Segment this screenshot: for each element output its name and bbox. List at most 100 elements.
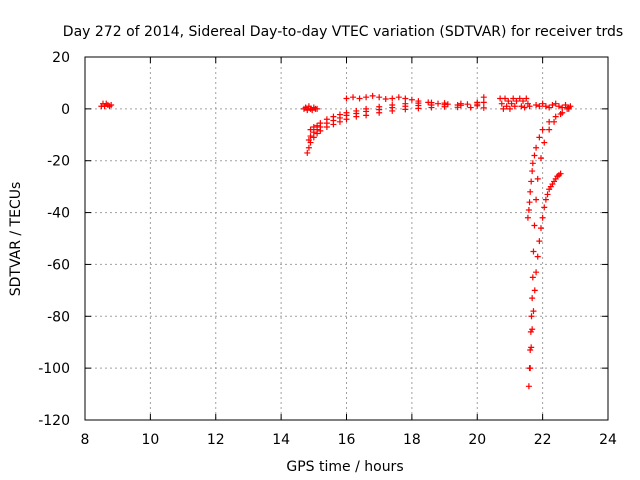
data-point xyxy=(520,98,527,105)
data-point xyxy=(350,94,357,101)
data-point xyxy=(521,104,528,111)
data-point xyxy=(523,95,530,102)
data-series xyxy=(343,92,487,108)
data-point xyxy=(454,101,461,108)
data-point xyxy=(552,100,559,107)
data-series xyxy=(307,99,487,133)
data-point xyxy=(444,101,451,108)
data-series xyxy=(305,101,481,143)
data-point xyxy=(516,95,523,102)
data-point xyxy=(529,160,536,167)
y-tick-label: -20 xyxy=(47,154,70,170)
data-point xyxy=(549,101,556,108)
data-point xyxy=(402,100,409,107)
data-point xyxy=(307,133,314,140)
data-point xyxy=(389,101,396,108)
data-point xyxy=(534,253,541,260)
x-axis-label: GPS time / hours xyxy=(286,459,403,475)
data-point xyxy=(546,104,553,111)
data-point xyxy=(530,308,537,315)
data-point xyxy=(480,104,487,111)
data-point xyxy=(528,178,535,185)
data-point xyxy=(526,103,533,110)
data-point xyxy=(457,100,464,107)
data-point xyxy=(531,152,538,159)
data-point xyxy=(500,105,507,112)
data-point xyxy=(425,99,432,106)
data-point xyxy=(363,105,370,112)
data-point xyxy=(382,96,389,103)
data-point xyxy=(526,199,533,206)
data-point xyxy=(330,113,337,120)
data-series xyxy=(524,105,572,221)
x-tick-label: 12 xyxy=(207,432,225,448)
data-point xyxy=(541,139,548,146)
data-series xyxy=(497,95,520,112)
data-point xyxy=(544,191,551,198)
data-point xyxy=(533,196,540,203)
data-point xyxy=(531,287,538,294)
data-point xyxy=(551,118,558,125)
data-point xyxy=(408,96,415,103)
data-series xyxy=(98,100,115,110)
data-point xyxy=(511,103,518,110)
data-point xyxy=(336,111,343,118)
data-point xyxy=(529,168,536,175)
data-point xyxy=(305,144,312,151)
data-point xyxy=(518,103,525,110)
data-point xyxy=(546,126,553,133)
data-point xyxy=(508,100,515,107)
y-tick-label: -40 xyxy=(47,206,70,222)
data-point xyxy=(108,101,115,108)
x-tick-label: 24 xyxy=(599,432,617,448)
data-point xyxy=(314,105,321,112)
data-markers xyxy=(98,92,574,390)
data-point xyxy=(525,383,532,390)
data-point xyxy=(536,238,543,245)
data-point xyxy=(557,111,564,118)
data-point xyxy=(480,99,487,106)
data-point xyxy=(307,126,314,133)
x-tick-label: 22 xyxy=(534,432,552,448)
y-tick-label: -120 xyxy=(38,413,70,429)
data-point xyxy=(402,95,409,102)
data-point xyxy=(474,99,481,106)
data-point xyxy=(323,116,330,123)
data-point xyxy=(435,100,442,107)
data-point xyxy=(464,101,471,108)
y-tick-label: -100 xyxy=(38,361,70,377)
data-point xyxy=(533,144,540,151)
data-point xyxy=(369,92,376,99)
data-point xyxy=(527,188,534,195)
data-point xyxy=(376,94,383,101)
x-tick-label: 14 xyxy=(272,432,290,448)
data-point xyxy=(552,113,559,120)
y-tick-label: 20 xyxy=(52,50,70,66)
data-series xyxy=(304,103,487,156)
data-point xyxy=(529,295,536,302)
data-point xyxy=(310,129,317,136)
data-point xyxy=(498,100,505,107)
data-point xyxy=(525,206,532,213)
x-tick-label: 10 xyxy=(141,432,159,448)
x-tick-label: 8 xyxy=(81,432,90,448)
data-point xyxy=(317,120,324,127)
data-point xyxy=(505,98,512,105)
y-tick-label: -60 xyxy=(47,257,70,273)
data-point xyxy=(467,104,474,111)
data-point xyxy=(441,100,448,107)
data-point xyxy=(524,214,531,221)
data-point xyxy=(539,100,546,107)
data-point xyxy=(533,101,540,108)
data-point xyxy=(531,222,538,229)
data-point xyxy=(557,170,564,177)
data-series xyxy=(527,170,564,372)
data-point xyxy=(389,95,396,102)
data-point xyxy=(536,103,543,110)
data-point xyxy=(305,136,312,143)
axis-ticks: 8 10 12 14 16 18 20 22 24 -120 -100 -80 -60 -40 -20 0 20 xyxy=(38,50,617,448)
data-point xyxy=(506,105,513,112)
data-point xyxy=(304,149,311,156)
data-point xyxy=(395,94,402,101)
